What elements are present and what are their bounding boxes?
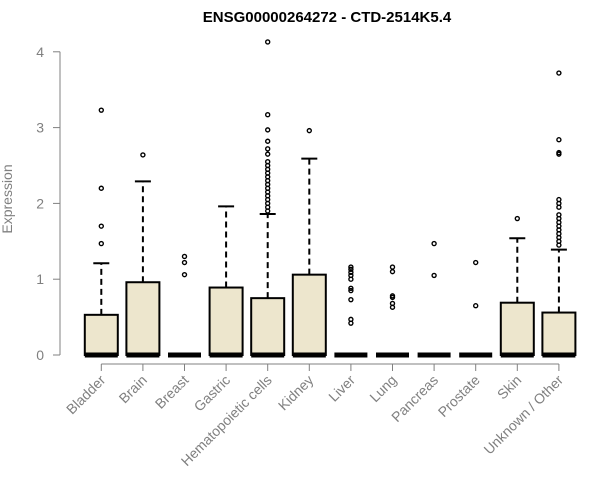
outlier-point xyxy=(556,137,562,143)
box-group xyxy=(417,240,451,358)
box-group xyxy=(541,70,577,358)
box-group xyxy=(125,152,161,358)
outlier-point xyxy=(265,112,271,118)
x-tick-label: Brain xyxy=(116,372,150,406)
outlier-point xyxy=(306,127,312,134)
x-tick-label: Breast xyxy=(152,372,192,412)
outlier-point xyxy=(348,296,354,303)
outlier-point xyxy=(181,259,188,266)
outlier-point xyxy=(265,127,271,133)
outlier-point xyxy=(556,212,562,218)
outlier-point xyxy=(265,39,271,45)
box-group xyxy=(376,264,409,358)
outlier-point xyxy=(140,152,146,158)
outlier-point xyxy=(348,266,354,273)
outlier-point xyxy=(514,215,520,222)
outlier-point xyxy=(98,185,105,191)
y-tick-label: 4 xyxy=(36,44,44,60)
outlier-point xyxy=(265,138,271,144)
box-body xyxy=(250,297,286,356)
x-tick-label: Liver xyxy=(325,372,358,405)
outlier-point xyxy=(556,149,562,156)
box-body xyxy=(125,281,161,356)
box-group xyxy=(459,259,493,358)
y-axis-label: Expression xyxy=(0,164,15,233)
outlier-point xyxy=(98,240,105,247)
x-tick-label: Kidney xyxy=(275,372,317,414)
box-body xyxy=(541,311,577,356)
outlier-point xyxy=(556,70,562,76)
outlier-point xyxy=(181,253,188,260)
box-group xyxy=(499,215,535,358)
chart-title: ENSG00000264272 - CTD-2514K5.4 xyxy=(203,9,452,26)
y-tick-label: 1 xyxy=(36,271,44,287)
outlier-point xyxy=(473,259,479,266)
outlier-point xyxy=(265,146,271,152)
x-tick-label: Unknown / Other xyxy=(480,372,566,458)
y-axis: 0 1 2 3 4 xyxy=(36,44,61,363)
outlier-point xyxy=(473,303,479,309)
outlier-point xyxy=(348,316,354,323)
box-group xyxy=(208,205,244,358)
x-tick-label: Bladder xyxy=(63,372,109,418)
outlier-point xyxy=(389,268,396,275)
outlier-point xyxy=(348,269,354,276)
outlier-point xyxy=(431,272,437,279)
outlier-point xyxy=(389,264,396,270)
outlier-point xyxy=(265,159,271,165)
box-group xyxy=(83,107,119,358)
y-tick-label: 3 xyxy=(36,120,44,136)
box-body xyxy=(499,301,535,356)
box-group xyxy=(168,253,201,358)
outlier-point xyxy=(265,151,271,157)
y-tick-label: 2 xyxy=(36,195,44,211)
x-tick-label: Lung xyxy=(366,372,399,405)
outlier-point xyxy=(389,293,396,299)
outlier-point xyxy=(389,300,396,307)
x-tick-label: Prostate xyxy=(435,372,483,420)
box-body xyxy=(83,313,119,356)
x-tick-label: Skin xyxy=(494,372,525,403)
outlier-point xyxy=(181,271,188,278)
outlier-point xyxy=(98,223,105,229)
box-body xyxy=(291,273,327,357)
outlier-point xyxy=(348,285,354,291)
outlier-point xyxy=(348,264,354,270)
y-tick-label: 0 xyxy=(36,347,44,363)
box-group xyxy=(334,264,368,358)
box-group xyxy=(291,127,327,358)
outlier-point xyxy=(348,272,354,279)
outlier-point xyxy=(431,240,437,247)
outlier-point xyxy=(556,196,562,203)
box-body xyxy=(208,286,244,356)
boxes-group xyxy=(83,39,577,358)
box-group xyxy=(250,39,286,358)
outlier-point xyxy=(348,287,354,294)
outlier-point xyxy=(98,107,105,113)
